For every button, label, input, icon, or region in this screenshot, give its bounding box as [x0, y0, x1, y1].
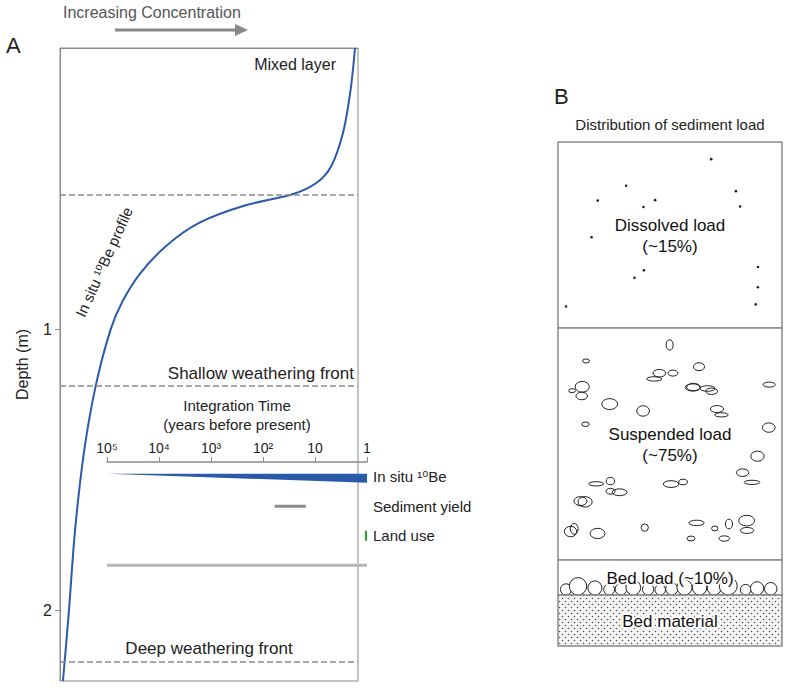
svg-text:Integration Time: Integration Time	[183, 397, 291, 414]
svg-text:Increasing Concentration: Increasing Concentration	[63, 4, 241, 21]
svg-text:(~75%): (~75%)	[642, 446, 697, 465]
svg-text:Dissolved load: Dissolved load	[615, 216, 726, 235]
svg-text:Sediment yield: Sediment yield	[373, 498, 471, 515]
svg-text:(~15%): (~15%)	[642, 237, 697, 256]
svg-text:Suspended load: Suspended load	[609, 425, 732, 444]
svg-text:2: 2	[43, 602, 52, 619]
svg-text:In situ ¹⁰Be: In situ ¹⁰Be	[373, 468, 447, 485]
svg-text:Mixed layer: Mixed layer	[254, 56, 336, 73]
svg-text:10³: 10³	[201, 440, 222, 456]
svg-text:(years before present): (years before present)	[163, 416, 311, 433]
svg-text:1: 1	[363, 440, 371, 456]
svg-text:10²: 10²	[253, 440, 274, 456]
svg-text:Depth (m): Depth (m)	[14, 329, 31, 400]
svg-text:A: A	[6, 33, 21, 58]
svg-text:10⁵: 10⁵	[96, 440, 117, 456]
svg-text:10: 10	[307, 440, 323, 456]
svg-text:Bed material: Bed material	[622, 612, 717, 631]
svg-text:Deep weathering front: Deep weathering front	[125, 639, 293, 658]
svg-text:Bed load (~10%): Bed load (~10%)	[606, 569, 733, 588]
svg-text:Distribution of sediment load: Distribution of sediment load	[575, 116, 764, 133]
svg-text:Shallow weathering front: Shallow weathering front	[168, 364, 354, 383]
svg-text:10⁴: 10⁴	[148, 440, 170, 456]
svg-text:1: 1	[43, 321, 52, 338]
svg-text:Land use: Land use	[373, 527, 435, 544]
svg-text:B: B	[554, 84, 569, 109]
svg-text:In situ ¹⁰Be profile: In situ ¹⁰Be profile	[72, 204, 136, 319]
